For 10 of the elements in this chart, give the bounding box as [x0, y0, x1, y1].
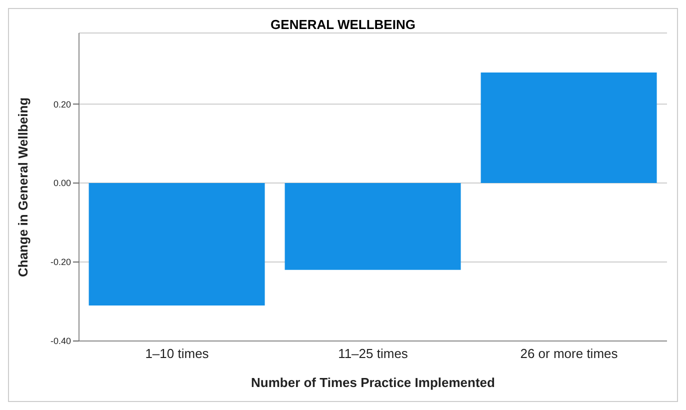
x-axis-title: Number of Times Practice Implemented: [251, 375, 496, 390]
x-tick-label: 26 or more times: [520, 346, 618, 362]
y-axis-title: Change in General Wellbeing: [16, 97, 31, 277]
y-tick-label: -0.40: [50, 336, 71, 346]
y-tick-label: -0.20: [50, 257, 71, 268]
y-tick-label: 0.00: [53, 178, 71, 188]
x-tick-label: 11–25 times: [338, 346, 408, 362]
chart-title: GENERAL WELLBEING: [270, 17, 416, 32]
y-tick-label: 0.20: [53, 99, 71, 110]
x-tick-label: 1–10 times: [145, 346, 210, 362]
